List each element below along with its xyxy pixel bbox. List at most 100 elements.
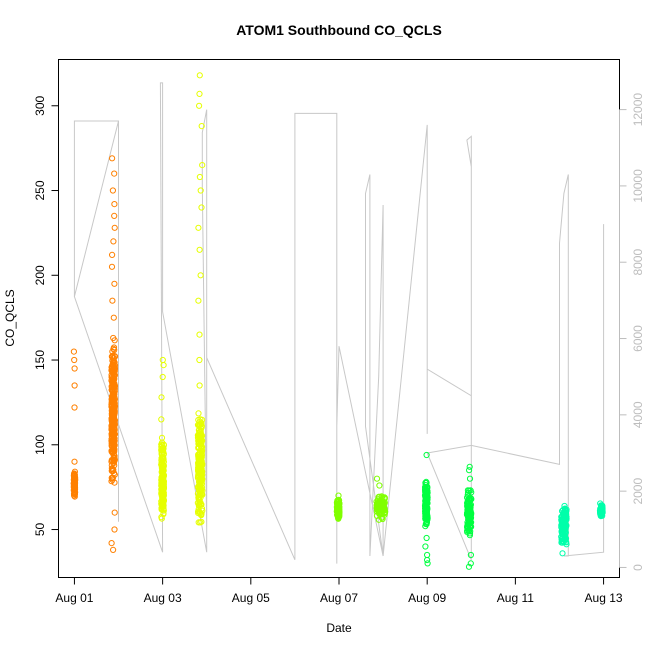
data-point — [198, 467, 205, 474]
data-point — [109, 352, 116, 359]
data-point — [110, 546, 117, 554]
data-point — [376, 482, 383, 489]
y2-tick-label: 12000 — [631, 93, 645, 127]
data-point — [466, 463, 473, 470]
data-point — [196, 331, 203, 338]
data-point — [111, 431, 119, 438]
data-point — [72, 489, 79, 496]
data-point — [109, 297, 116, 304]
data-point — [108, 442, 115, 449]
data-point — [424, 560, 431, 567]
y2-tick-label: 6000 — [631, 325, 645, 352]
data-point — [160, 458, 167, 465]
data-point — [197, 187, 204, 194]
data-point — [110, 391, 117, 398]
data-point — [558, 533, 565, 541]
data-point — [109, 468, 116, 475]
data-point — [422, 543, 429, 550]
data-point — [111, 224, 118, 231]
y2-tick-label: 8000 — [631, 249, 645, 276]
data-point — [159, 499, 166, 506]
data-point — [335, 508, 342, 515]
data-point — [111, 398, 118, 405]
data-point — [110, 238, 117, 245]
data-point — [71, 382, 78, 389]
data-point — [71, 492, 78, 499]
data-point — [195, 297, 202, 304]
data-point — [423, 451, 430, 459]
x-tick-label: Aug 01 — [55, 591, 93, 605]
data-point — [70, 480, 77, 487]
data-point — [158, 416, 165, 423]
data-point — [197, 494, 204, 501]
data-point — [197, 487, 204, 495]
data-point — [70, 348, 78, 355]
data-point — [375, 493, 382, 500]
y-tick-label: 150 — [33, 350, 47, 370]
data-point — [466, 467, 473, 474]
data-point — [198, 436, 205, 443]
data-point — [160, 496, 167, 503]
y-tick-label: 50 — [33, 523, 47, 537]
data-point — [558, 522, 566, 529]
data-point — [424, 551, 431, 559]
data-point — [465, 495, 472, 502]
data-point — [559, 550, 566, 557]
data-point — [195, 410, 202, 417]
x-tick-label: Aug 09 — [408, 591, 446, 605]
data-point — [111, 411, 118, 418]
series-5 — [558, 500, 606, 557]
data-point — [381, 494, 388, 501]
secondary-series-layer — [73, 82, 605, 564]
data-point — [465, 500, 472, 507]
data-point — [71, 471, 78, 478]
data-point — [424, 505, 431, 512]
data-point — [558, 513, 566, 520]
data-point — [334, 511, 341, 519]
data-point — [373, 475, 381, 482]
data-point — [375, 502, 382, 509]
data-point — [196, 382, 203, 389]
data-point — [197, 453, 204, 460]
data-point — [199, 162, 206, 169]
y-tick-label: 300 — [33, 95, 47, 115]
data-point — [110, 408, 117, 415]
data-point — [379, 514, 386, 521]
y-tick-label: 100 — [33, 434, 47, 454]
data-point — [111, 430, 118, 437]
data-point — [109, 378, 116, 385]
data-point — [562, 526, 569, 533]
data-point — [108, 474, 115, 481]
data-point — [71, 490, 78, 497]
data-point — [195, 445, 202, 452]
y-tick-label: 200 — [33, 265, 47, 285]
data-point — [160, 470, 167, 477]
data-point — [597, 504, 605, 511]
data-point — [111, 454, 118, 461]
data-point — [108, 540, 115, 547]
data-point — [466, 496, 473, 503]
data-point — [159, 373, 166, 381]
data-point — [111, 170, 118, 177]
y-tick-label: 250 — [33, 180, 47, 200]
x-tick-label: Aug 07 — [320, 591, 358, 605]
data-point — [160, 493, 167, 500]
data-point — [196, 102, 203, 109]
data-point — [196, 356, 203, 364]
data-point — [159, 485, 166, 492]
data-point — [196, 491, 203, 498]
data-point — [196, 454, 203, 461]
data-point — [196, 479, 203, 486]
data-point — [110, 345, 117, 352]
data-point — [71, 356, 78, 364]
data-point — [108, 367, 115, 374]
data-point — [423, 534, 430, 542]
data-point — [111, 212, 118, 219]
data-point — [109, 251, 116, 258]
x-tick-label: Aug 03 — [144, 591, 182, 605]
data-point — [334, 504, 341, 511]
data-point — [563, 539, 570, 546]
data-point — [111, 280, 118, 287]
